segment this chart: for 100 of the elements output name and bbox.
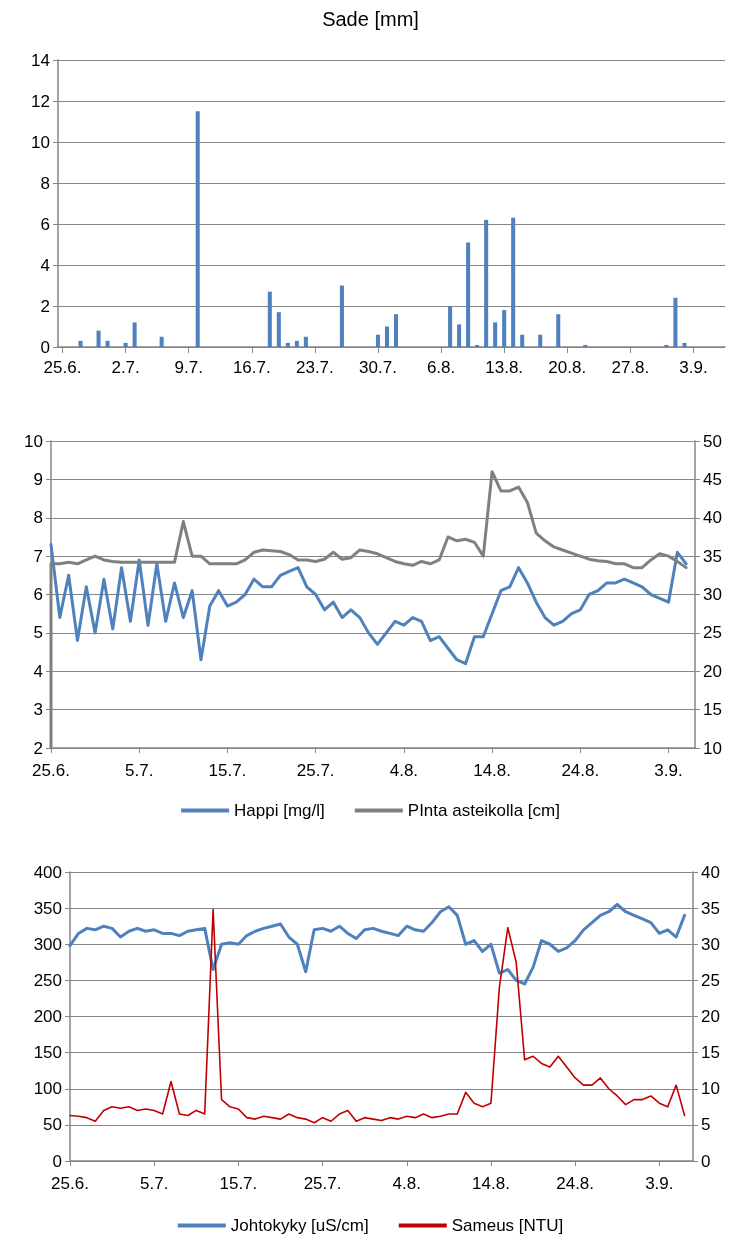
bar — [375, 334, 381, 347]
y-tick-label: 4 — [40, 255, 50, 275]
y-tick-label: 350 — [33, 898, 62, 918]
bar — [538, 334, 543, 347]
y2-tick-label: 25 — [703, 623, 722, 643]
x-tick-label: 3.9. — [645, 1174, 674, 1193]
y2-tick-label: 15 — [703, 700, 722, 720]
bar — [520, 334, 525, 347]
bar — [556, 314, 561, 347]
y-tick-label: 8 — [40, 173, 50, 193]
x-tick-label: 5.7. — [140, 1174, 169, 1193]
y-tick-label: 6 — [33, 585, 43, 604]
y2-tick-label: 45 — [703, 469, 722, 489]
x-tick-label: 25.7. — [303, 1174, 342, 1193]
x-tick-label: 4.8. — [392, 1174, 421, 1193]
y2-tick-label: 30 — [701, 934, 720, 954]
y2-tick-label: 5 — [701, 1115, 711, 1135]
y-tick-label: 200 — [33, 1007, 62, 1026]
x-tick-label: 20.8. — [548, 358, 587, 377]
y2-tick-label: 10 — [703, 738, 722, 758]
bar — [195, 111, 200, 347]
bar — [664, 344, 669, 347]
x-tick-label: 9.7. — [174, 358, 203, 377]
y2-tick-label: 0 — [701, 1151, 711, 1171]
x-tick-label: 15.7. — [219, 1174, 258, 1193]
bar — [457, 324, 462, 347]
line-series — [69, 908, 686, 1124]
bar — [96, 330, 101, 347]
y-tick-label: 10 — [24, 431, 43, 451]
x-tick-label: 4.8. — [389, 761, 419, 780]
bar — [303, 336, 308, 347]
bar — [339, 285, 344, 347]
x-tick-label: 5.7. — [125, 761, 154, 780]
legend-label: PInta asteikolla [cm] — [407, 801, 560, 820]
bar — [511, 217, 516, 347]
bar — [294, 340, 299, 347]
bar — [583, 344, 588, 347]
bar — [123, 342, 128, 347]
bar — [673, 297, 678, 347]
bar — [384, 326, 390, 347]
y-tick-label: 4 — [33, 661, 43, 681]
bar — [466, 242, 471, 347]
bar — [682, 342, 687, 347]
y-tick-label: 0 — [52, 1151, 62, 1171]
x-tick-label: 23.7. — [295, 358, 334, 377]
y-tick-label: 3 — [33, 700, 43, 720]
x-tick-label: 2.7. — [111, 358, 140, 377]
x-tick-label: 24.8. — [556, 1174, 595, 1193]
y-tick-label: 300 — [33, 934, 62, 954]
bar — [393, 314, 399, 347]
y-tick-label: 2 — [33, 738, 43, 758]
bar — [448, 306, 453, 347]
y-tick-label: 150 — [33, 1043, 62, 1063]
y-tick-label: 12 — [31, 91, 50, 111]
x-tick-label: 25.7. — [296, 761, 335, 780]
x-tick-label: 14.8. — [473, 761, 511, 780]
x-tick-label: 25.6. — [32, 761, 70, 780]
x-tick-label: 24.8. — [561, 761, 600, 780]
line-series — [68, 903, 687, 986]
y2-tick-label: 20 — [703, 661, 722, 681]
x-tick-label: 25.6. — [51, 1174, 89, 1193]
x-tick-label: 15.7. — [208, 761, 247, 780]
bar — [493, 322, 498, 347]
bar — [484, 219, 489, 347]
bar — [78, 340, 83, 347]
x-tick-label: 16.7. — [232, 358, 271, 377]
y-tick-label: 10 — [31, 132, 50, 152]
x-tick-label: 14.8. — [472, 1174, 510, 1193]
legend-label: Johtokyky [uS/cm] — [230, 1216, 369, 1235]
bar — [105, 340, 110, 347]
bar — [276, 312, 281, 347]
bar — [502, 310, 507, 347]
y-tick-label: 9 — [33, 469, 43, 489]
legend-label: Happi [mg/l] — [234, 801, 325, 820]
bar — [285, 342, 290, 347]
bar — [267, 291, 272, 347]
y2-tick-label: 50 — [703, 431, 722, 451]
y2-tick-label: 35 — [703, 546, 722, 566]
bar — [132, 322, 137, 347]
x-tick-label: 30.7. — [359, 358, 397, 377]
bar — [159, 336, 164, 347]
y-tick-label: 250 — [33, 970, 62, 990]
y2-tick-label: 40 — [703, 508, 722, 528]
y2-tick-label: 15 — [701, 1043, 720, 1063]
y2-tick-label: 40 — [701, 862, 720, 882]
y2-tick-label: 30 — [703, 585, 722, 604]
y2-tick-label: 20 — [701, 1007, 720, 1026]
legend-label: Sameus [NTU] — [451, 1216, 564, 1235]
y-tick-label: 14 — [31, 50, 50, 70]
y-tick-label: 100 — [33, 1079, 62, 1099]
y-tick-label: 2 — [40, 296, 50, 316]
x-tick-label: 6.8. — [426, 358, 456, 377]
line-series — [49, 543, 688, 666]
x-tick-label: 3.9. — [679, 358, 708, 377]
x-tick-label: 27.8. — [611, 358, 650, 377]
y2-tick-label: 25 — [701, 970, 720, 990]
x-tick-label: 3.9. — [654, 761, 683, 780]
y-tick-label: 8 — [33, 508, 43, 528]
y-tick-label: 0 — [40, 337, 50, 357]
y2-tick-label: 10 — [701, 1079, 720, 1099]
